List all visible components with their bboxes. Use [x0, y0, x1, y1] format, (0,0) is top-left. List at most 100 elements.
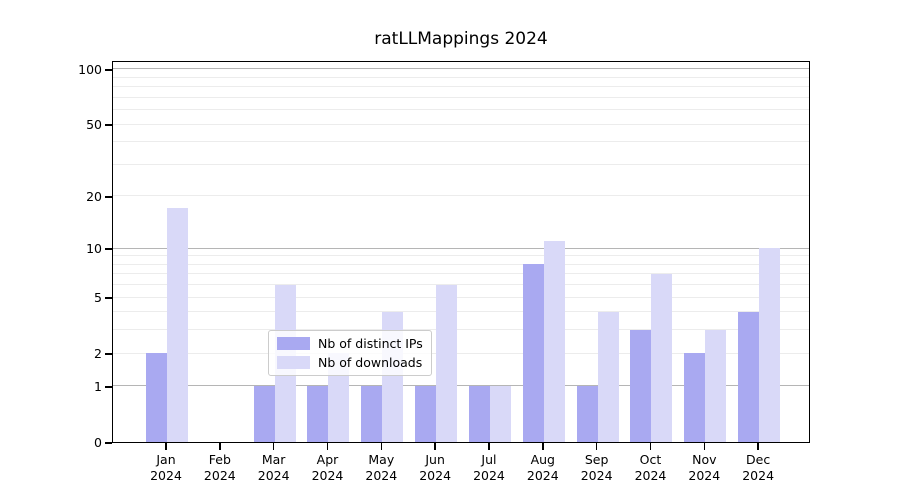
y-tick-label: 50: [86, 117, 102, 133]
y-tick-mark: [105, 353, 112, 355]
minor-gridline: [113, 296, 809, 298]
minor-gridline: [113, 96, 809, 98]
x-tick-label: Nov 2024: [672, 452, 736, 484]
x-tick-label-line: 2024: [365, 468, 398, 483]
bar-distinct-ips: [630, 329, 652, 442]
legend-item-distinct-ips: Nb of distinct IPs: [277, 336, 423, 351]
x-tick-label-line: 2024: [526, 468, 559, 483]
x-tick-label: Mar 2024: [242, 452, 306, 484]
x-tick-label-line: 2024: [419, 468, 452, 483]
bar-downloads: [759, 248, 781, 442]
bar-distinct-ips: [361, 386, 383, 442]
major-gridline: [113, 68, 809, 70]
x-tick-mark: [757, 443, 759, 450]
legend-item-downloads: Nb of downloads: [277, 355, 423, 370]
y-tick-label: 20: [86, 188, 102, 204]
plot-area: [112, 61, 810, 443]
bar-downloads: [651, 273, 673, 442]
x-tick-label-line: Aug: [530, 452, 555, 467]
x-tick-label: Aug 2024: [511, 452, 575, 484]
x-tick-label-line: 2024: [580, 468, 613, 483]
minor-gridline: [113, 86, 809, 88]
legend-swatch-downloads-icon: [277, 356, 310, 369]
bar-distinct-ips: [468, 386, 490, 442]
x-tick-label-line: Sep: [584, 452, 609, 467]
bar-downloads: [167, 208, 188, 442]
chart-title: ratLLMappings 2024: [374, 29, 548, 49]
bar-downloads: [543, 241, 565, 442]
minor-gridline: [113, 255, 809, 257]
legend: Nb of distinct IPs Nb of downloads: [268, 330, 432, 376]
x-tick-mark: [488, 443, 490, 450]
bar-distinct-ips: [415, 386, 437, 442]
bar-distinct-ips: [738, 311, 760, 442]
y-tick-mark: [105, 69, 112, 71]
x-tick-mark: [219, 443, 221, 450]
x-tick-label-line: 2024: [634, 468, 667, 483]
x-tick-label: Jan 2024: [134, 452, 198, 484]
x-tick-label-line: Nov: [692, 452, 717, 467]
bar-distinct-ips: [684, 353, 706, 442]
minor-gridline: [113, 195, 809, 197]
y-tick-mark: [105, 386, 112, 388]
x-tick-label-line: Apr: [316, 452, 339, 467]
x-tick-label: Feb 2024: [188, 452, 252, 484]
minor-gridline: [113, 284, 809, 286]
minor-gridline: [113, 311, 809, 313]
x-tick-label-line: Mar: [261, 452, 286, 467]
x-tick-mark: [703, 443, 705, 450]
x-tick-label: Apr 2024: [295, 452, 359, 484]
legend-swatch-distinct-ips-icon: [277, 337, 310, 350]
x-tick-mark: [542, 443, 544, 450]
x-tick-mark: [272, 443, 275, 450]
major-gridline: [113, 385, 809, 387]
x-tick-label-line: 2024: [742, 468, 775, 483]
x-tick-label: Jun 2024: [403, 452, 467, 484]
x-tick-label: May 2024: [349, 452, 413, 484]
x-tick-label: Jul 2024: [457, 452, 521, 484]
bar-distinct-ips: [146, 353, 167, 442]
x-tick-label-line: Dec: [746, 452, 771, 467]
minor-gridline: [113, 263, 809, 265]
x-tick-label-line: 2024: [473, 468, 505, 483]
bar-downloads: [705, 329, 727, 442]
x-tick-mark: [595, 443, 598, 450]
y-tick-label: 10: [86, 241, 102, 257]
x-tick-mark: [434, 443, 436, 450]
y-tick-label: 1: [94, 378, 102, 394]
bar-distinct-ips: [576, 386, 598, 442]
x-tick-mark: [165, 443, 167, 450]
y-tick-label: 2: [94, 346, 102, 362]
minor-gridline: [113, 76, 809, 78]
x-tick-label-line: Jul: [481, 452, 497, 467]
minor-gridline: [113, 123, 809, 125]
minor-gridline: [113, 109, 809, 111]
x-tick-label-line: Jan: [156, 452, 176, 467]
major-gridline: [113, 247, 809, 249]
y-tick-label: 100: [78, 61, 102, 77]
y-tick-mark: [105, 196, 112, 198]
x-tick-label-line: Jun: [425, 452, 445, 467]
x-tick-mark: [326, 443, 329, 450]
x-tick-label: Oct 2024: [618, 452, 682, 484]
bar-downloads: [489, 386, 511, 442]
bar-downloads: [436, 284, 458, 442]
x-tick-label: Sep 2024: [565, 452, 629, 484]
minor-gridline: [113, 352, 809, 354]
y-tick-label: 5: [94, 290, 102, 306]
minor-gridline: [113, 163, 809, 165]
y-tick-mark: [105, 124, 112, 126]
y-tick-mark: [105, 297, 112, 299]
x-tick-label-line: 2024: [688, 468, 721, 483]
x-tick-label-line: 2024: [257, 468, 290, 483]
bar-distinct-ips: [307, 386, 329, 442]
y-tick-label: 0: [94, 435, 102, 450]
minor-gridline: [113, 329, 809, 331]
x-tick-label-line: May: [368, 452, 395, 467]
bar-distinct-ips: [253, 386, 275, 442]
y-tick-mark: [105, 442, 112, 444]
x-tick-mark: [649, 443, 652, 450]
x-tick-mark: [380, 443, 382, 450]
bar-distinct-ips: [522, 264, 544, 442]
